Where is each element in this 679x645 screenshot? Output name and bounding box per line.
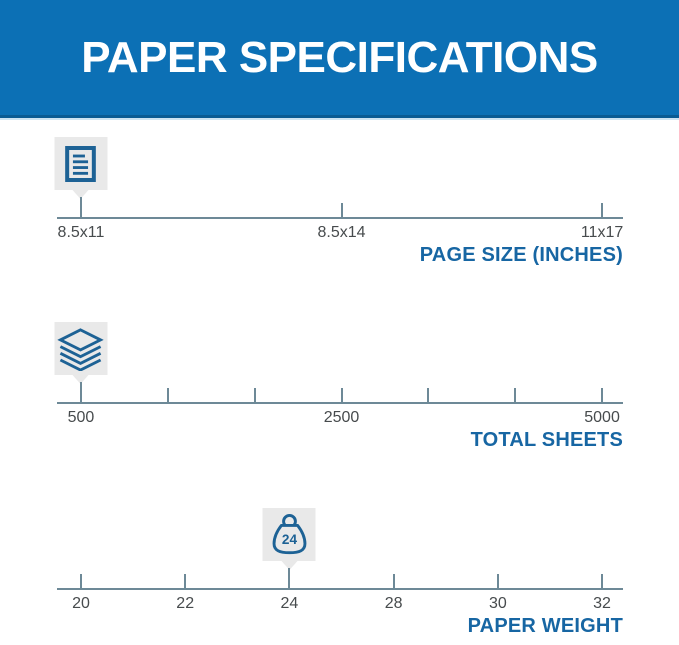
- tick-label: 500: [67, 409, 95, 426]
- tick-label: 20: [72, 595, 90, 612]
- scale-track: [57, 402, 623, 404]
- document-icon: [65, 145, 97, 182]
- paper-stack-icon: [57, 327, 104, 371]
- tick: [166, 388, 169, 404]
- tick-label: 8.5x11: [57, 224, 105, 241]
- tick-label: 2500: [323, 409, 360, 426]
- svg-text:24: 24: [282, 532, 298, 547]
- scale-track: [57, 588, 623, 590]
- page-title: PAPER SPECIFICATIONS: [81, 33, 598, 82]
- tick: [340, 203, 343, 219]
- tick: [79, 574, 82, 590]
- weight-icon: 24: [272, 513, 307, 554]
- tick: [601, 388, 604, 404]
- scale-paper-weight: 24 PAPER WEIGHT 20 22 24 28 30 32: [57, 508, 623, 643]
- tick: [392, 574, 395, 590]
- tick: [340, 388, 343, 404]
- tick: [601, 203, 604, 219]
- tick-label: 22: [176, 595, 195, 612]
- marker-pointer: [281, 561, 298, 570]
- tick-label: 32: [593, 595, 611, 612]
- marker-pointer: [72, 375, 89, 384]
- marker-pointer: [72, 190, 89, 199]
- tick: [601, 574, 604, 590]
- scale-total-sheets: TOTAL SHEETS 500 2500 5000: [54, 322, 623, 457]
- scale-page-size: PAGE SIZE (INCHES) 8.5x11 8.5x14 11x17: [54, 137, 624, 272]
- scale-title: TOTAL SHEETS: [470, 429, 623, 451]
- scale-title: PAGE SIZE (INCHES): [419, 244, 623, 266]
- tick-label: 30: [488, 595, 507, 612]
- tick-label: 28: [384, 595, 403, 612]
- tick: [79, 382, 82, 404]
- marker-badge: 24: [262, 508, 316, 570]
- tick: [427, 388, 430, 404]
- tick: [288, 568, 291, 590]
- tick: [514, 388, 517, 404]
- marker-badge: [54, 137, 108, 199]
- tick-label: 11x17: [580, 224, 624, 241]
- tick-label: 8.5x14: [317, 224, 366, 241]
- tick: [184, 574, 187, 590]
- header-banner: PAPER SPECIFICATIONS: [0, 0, 679, 118]
- tick-label: 24: [280, 595, 299, 612]
- tick-label: 5000: [584, 409, 620, 426]
- tick: [253, 388, 256, 404]
- scale-title: PAPER WEIGHT: [467, 615, 623, 637]
- scale-track: [57, 217, 623, 219]
- tick: [79, 197, 82, 219]
- marker-badge: [54, 322, 108, 384]
- tick: [496, 574, 499, 590]
